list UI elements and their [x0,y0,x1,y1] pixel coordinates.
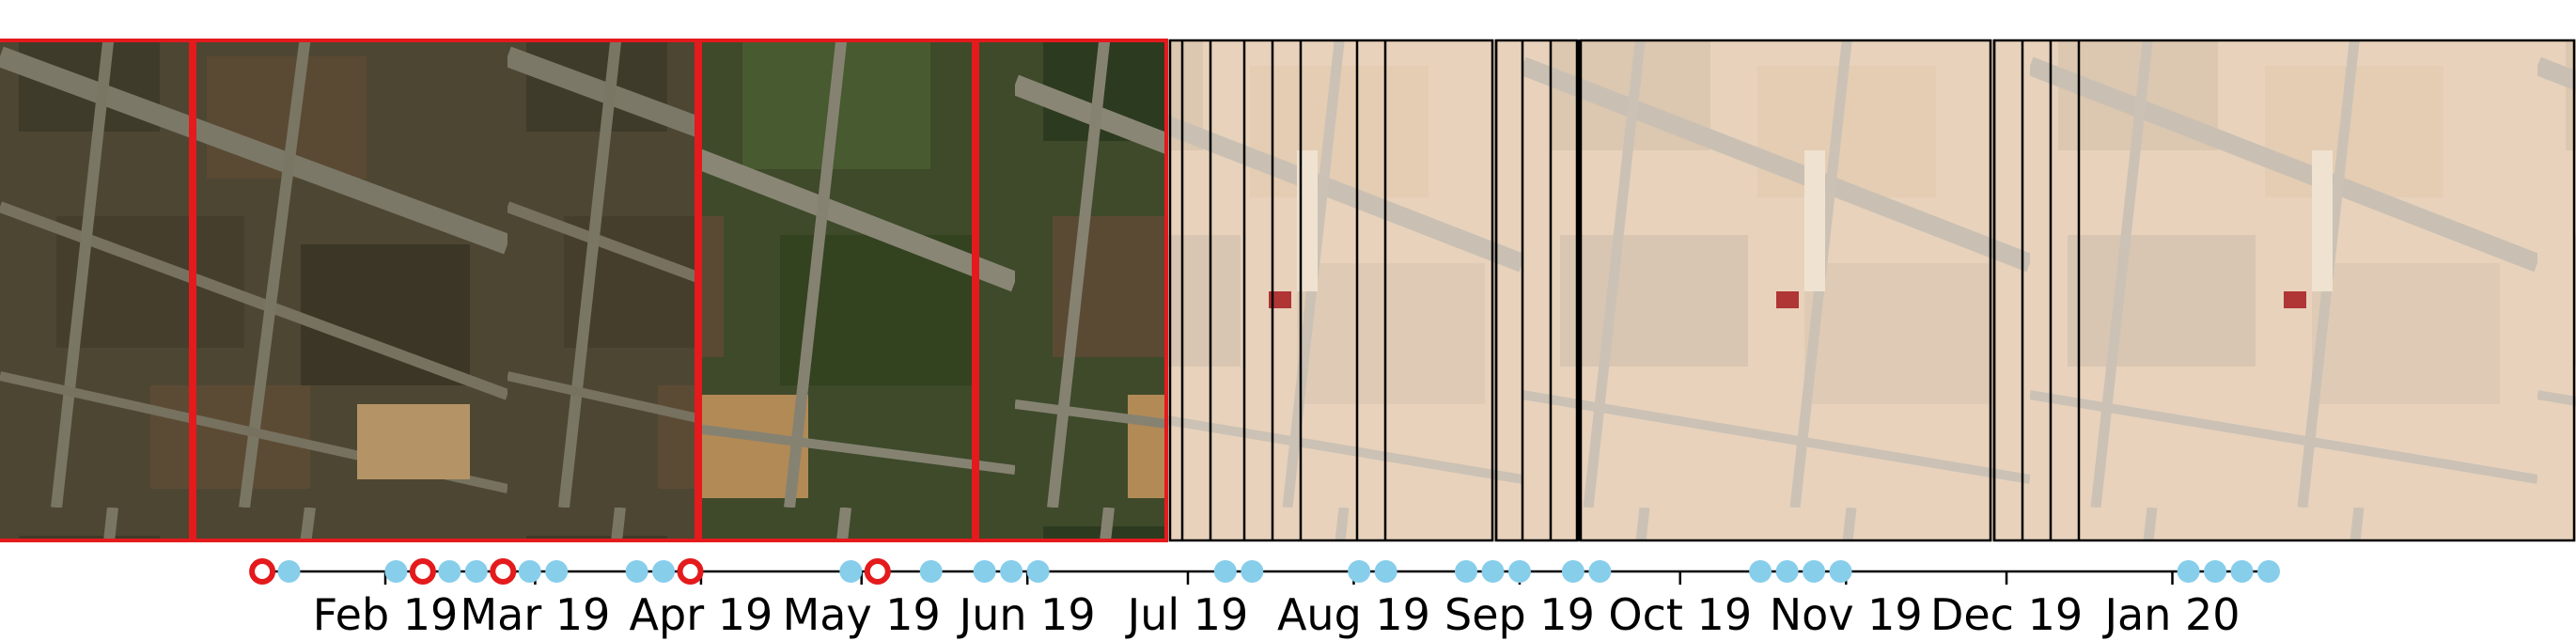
tile-image [976,39,1168,541]
tick-label: Oct 19 [1608,589,1752,640]
acquisition-marker [1588,560,1612,583]
image-tile [1168,39,1494,542]
acquisition-marker [2256,560,2280,583]
tile-image [0,39,193,541]
acquisition-marker [1507,560,1531,583]
acquisition-markers [249,558,2280,585]
acquisition-marker-highlighted [677,558,704,585]
acquisition-marker [1241,560,1264,583]
image-tile [0,39,193,542]
acquisition-marker [1775,560,1799,583]
acquisition-marker [2230,560,2254,583]
tile-frame-highlighted [0,39,193,542]
acquisition-marker [1374,560,1397,583]
acquisition-marker [1829,560,1852,583]
acquisition-marker [625,560,648,583]
acquisition-marker [1026,560,1050,583]
acquisition-marker [839,560,863,583]
acquisition-marker [545,560,569,583]
acquisition-marker [1348,560,1371,583]
tick-label: Mar 19 [460,589,610,640]
tick-label: Sep 19 [1444,589,1595,640]
image-tile [193,39,698,542]
tile-image [193,39,698,541]
image-tile [1992,39,2576,542]
tick-label: Apr 19 [630,589,773,640]
image-tile [698,39,976,542]
acquisition-marker [1000,560,1023,583]
tile-frame [1168,39,1494,542]
tile-frame-highlighted [698,39,976,542]
tile-image [698,39,976,541]
acquisition-marker [1213,560,1237,583]
tile-frame-highlighted [976,39,1168,542]
tile-image [1992,39,2576,541]
tick-label: May 19 [783,589,941,640]
tile-frame [1579,39,1992,542]
image-tile [1579,39,1992,542]
acquisition-marker [1455,560,1478,583]
tick-label: Jul 19 [1125,589,1249,640]
acquisition-marker [2177,560,2200,583]
acquisition-marker-highlighted [249,558,276,585]
acquisition-marker [1481,560,1505,583]
acquisition-marker-highlighted [864,558,891,585]
acquisition-marker [1749,560,1772,583]
acquisition-marker [652,560,676,583]
acquisition-marker [1561,560,1585,583]
tick-label: Nov 19 [1770,589,1923,640]
timeline-ticks: Feb 19 Mar 19 Apr 19 May 19 Jun 19 Jul 19 Aug … [313,571,2240,640]
tick-label: Dec 19 [1930,589,2083,640]
acquisition-marker [464,560,488,583]
acquisition-marker [277,560,301,583]
tick-label: Aug 19 [1277,589,1430,640]
acquisition-marker [919,560,943,583]
acquisition-marker [518,560,541,583]
tile-frame-highlighted [193,39,698,542]
acquisition-marker [973,560,996,583]
acquisition-marker [2204,560,2227,583]
tile-image [1494,39,1579,541]
tile-image [1168,39,1494,541]
image-tile [976,39,1168,542]
acquisition-marker [438,560,461,583]
acquisition-marker-highlighted [490,558,517,585]
acquisition-marker-highlighted [409,558,436,585]
acquisition-marker [384,560,408,583]
tick-label: Jun 19 [957,589,1096,640]
image-tiles [0,39,2576,542]
acquisition-marker [1803,560,1826,583]
tick-label: Feb 19 [313,589,459,640]
tile-image [1579,39,1992,541]
tick-label: Jan 20 [2101,589,2240,640]
image-tile [1494,39,1579,542]
